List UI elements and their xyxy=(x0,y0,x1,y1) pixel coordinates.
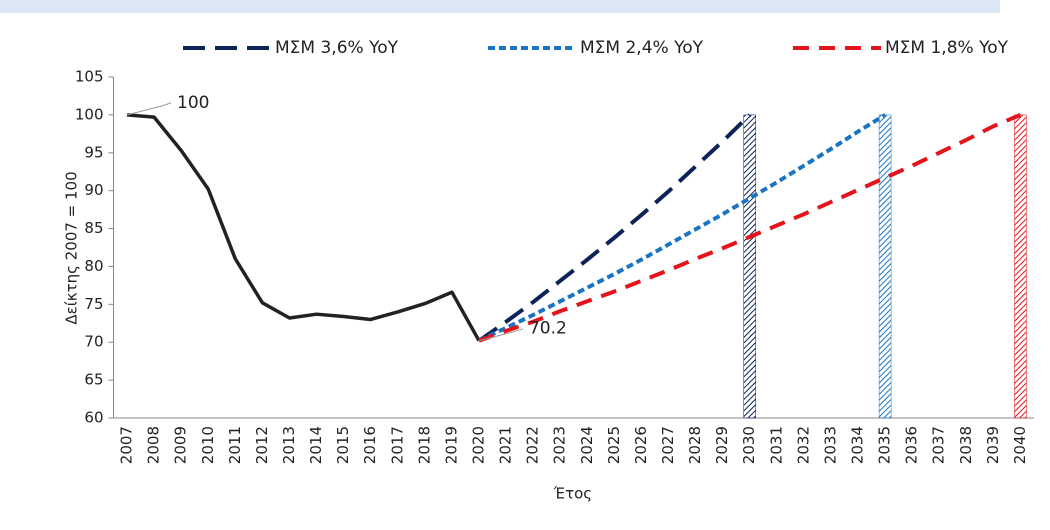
x-tick-label: 2024 xyxy=(578,426,596,464)
x-tick-label: 2039 xyxy=(984,426,1002,464)
x-tick-label: 2032 xyxy=(794,426,812,464)
series-line xyxy=(478,113,1022,343)
y-tick-label: 80 xyxy=(84,257,103,275)
x-tick-label: 2018 xyxy=(415,426,433,464)
legend-label: ΜΣΜ 3,6% YoY xyxy=(275,38,399,58)
legend-label: ΜΣΜ 1,8% YoY xyxy=(885,38,1009,58)
y-tick-label: 95 xyxy=(84,143,103,161)
x-tick-label: 2019 xyxy=(442,426,460,464)
x-tick-label: 2011 xyxy=(226,426,244,464)
target-bar xyxy=(743,114,756,419)
x-tick-label: 2014 xyxy=(307,426,325,464)
x-tick-label: 2023 xyxy=(551,426,569,464)
y-tick-label: 100 xyxy=(75,105,104,123)
x-tick-label: 2020 xyxy=(469,426,487,464)
x-tick-label: 2040 xyxy=(1011,426,1029,464)
x-tick-label: 2029 xyxy=(713,426,731,464)
x-tick-label: 2015 xyxy=(334,426,352,464)
x-tick-label: 2009 xyxy=(172,426,190,464)
legend-label: ΜΣΜ 2,4% YoY xyxy=(580,38,704,58)
x-tick-label: 2013 xyxy=(280,426,298,464)
target-bar xyxy=(1014,114,1027,419)
target-bar xyxy=(878,114,892,419)
x-tick-label: 2026 xyxy=(632,426,650,464)
x-tick-label: 2036 xyxy=(903,426,921,464)
x-tick-label: 2027 xyxy=(659,426,677,464)
annotation-label: 100 xyxy=(177,93,209,113)
series-line xyxy=(126,113,481,342)
x-tick-label: 2022 xyxy=(524,426,542,464)
y-tick-label: 60 xyxy=(84,409,103,427)
x-tick-label: 2008 xyxy=(145,426,163,464)
series-line xyxy=(478,113,887,343)
x-tick-label: 2017 xyxy=(388,426,406,464)
y-tick-label: 105 xyxy=(75,68,104,86)
annotation-leader xyxy=(478,328,524,342)
x-tick-label: 2038 xyxy=(957,426,975,464)
x-tick-label: 2031 xyxy=(767,426,785,464)
x-tick-label: 2025 xyxy=(605,426,623,464)
x-tick-label: 2028 xyxy=(686,426,704,464)
y-tick-label: 85 xyxy=(84,219,103,237)
y-tick-label: 65 xyxy=(84,371,103,389)
x-tick-label: 2021 xyxy=(497,426,515,464)
y-tick-label: 70 xyxy=(84,333,103,351)
x-tick-label: 2035 xyxy=(876,426,894,464)
x-tick-label: 2037 xyxy=(930,426,948,464)
annotation-label: 70.2 xyxy=(529,319,567,339)
y-axis-label: Δείκτης 2007 = 100 xyxy=(63,171,81,324)
header-band xyxy=(0,0,1000,13)
x-tick-label: 2016 xyxy=(361,426,379,464)
x-axis-label: Έτος xyxy=(553,485,592,503)
x-tick-label: 2030 xyxy=(740,426,758,464)
y-tick-label: 90 xyxy=(84,181,103,199)
y-tick-label: 75 xyxy=(84,295,103,313)
series-line xyxy=(477,113,752,343)
x-tick-label: 2033 xyxy=(821,426,839,464)
x-tick-label: 2007 xyxy=(118,426,136,464)
annotation-leader xyxy=(126,102,172,116)
x-tick-label: 2012 xyxy=(253,426,271,464)
x-tick-label: 2010 xyxy=(199,426,217,464)
x-tick-label: 2034 xyxy=(849,426,867,464)
